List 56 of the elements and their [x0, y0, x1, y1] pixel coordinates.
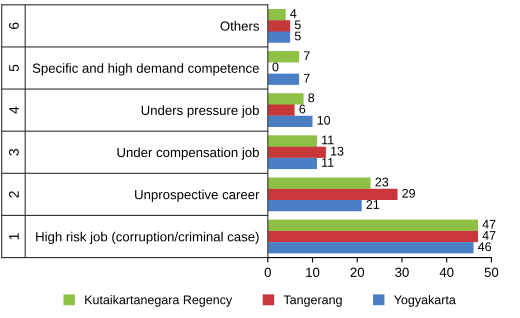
bar: [268, 8, 286, 20]
data-label: 47: [482, 231, 496, 240]
text: 2: [9, 191, 19, 198]
bar: [268, 20, 290, 32]
bar: [268, 230, 478, 242]
text: 4: [9, 106, 19, 114]
legend-label: Kutaikartanegara Regency: [85, 295, 232, 307]
data-label: 23: [375, 178, 388, 186]
x-tick-label: 20: [350, 268, 364, 277]
bar: [268, 158, 317, 170]
data-label: 21: [366, 200, 380, 209]
y-tick-label: Under compensation job: [117, 147, 259, 160]
y-tick-label: Unprospective career: [135, 190, 260, 202]
data-label: 8: [308, 93, 314, 102]
data-label: 7: [304, 74, 310, 82]
bar: [268, 104, 295, 116]
data-label: 5: [294, 32, 301, 40]
bar: [268, 188, 398, 200]
bar: [268, 74, 300, 85]
bar: [268, 135, 317, 147]
data-label: 11: [322, 158, 334, 167]
y-tick-label: High risk job (corruption/criminal case): [36, 232, 259, 244]
y-tick-label: Specific and high demand competence: [32, 63, 259, 76]
legend-label: Tangerang: [284, 296, 342, 307]
data-label: 5: [294, 20, 301, 30]
x-tick-label: 10: [306, 268, 320, 277]
data-label: 4: [290, 9, 296, 18]
y-tick-label: Others: [220, 21, 259, 31]
text: 6: [9, 22, 19, 29]
bar: [268, 178, 371, 189]
bar: [268, 220, 478, 231]
text: 5: [9, 64, 19, 72]
x-tick-label: 50: [484, 268, 498, 277]
y-tick-label: Unders pressure job: [142, 105, 259, 118]
bar: [268, 31, 290, 43]
x-tick-label: 40: [440, 268, 454, 277]
data-label: 11: [322, 136, 334, 144]
data-label: 10: [318, 116, 330, 125]
legend-label: Yogyakarta: [394, 295, 456, 307]
text: 3: [9, 148, 19, 156]
bar: [268, 200, 362, 212]
bar: [268, 242, 474, 254]
data-label: 47: [482, 220, 496, 229]
text: 1: [9, 233, 19, 240]
bar: [268, 116, 313, 127]
bar: [268, 51, 300, 62]
data-label: 0: [272, 62, 278, 72]
bar: [268, 93, 304, 104]
data-label: 7: [304, 51, 310, 60]
x-tick-label: 0: [264, 268, 271, 277]
data-label: 13: [331, 146, 344, 156]
data-label: 46: [478, 242, 492, 252]
data-label: 6: [299, 104, 306, 114]
data-label: 29: [402, 188, 415, 198]
bar: [268, 146, 326, 158]
x-tick-label: 30: [395, 268, 409, 277]
